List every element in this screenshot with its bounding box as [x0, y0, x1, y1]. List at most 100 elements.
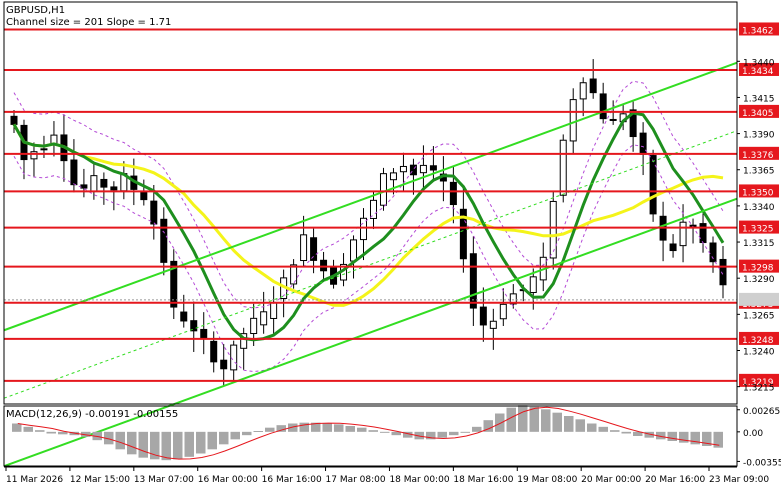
macd-histogram-bar — [644, 431, 654, 438]
candle-body — [679, 221, 687, 247]
macd-histogram-bar — [12, 423, 22, 432]
candle-body — [90, 175, 98, 192]
candle-body — [399, 165, 407, 173]
candle-body — [379, 173, 387, 206]
candle-body — [529, 276, 537, 294]
macd-histogram-bar — [334, 424, 344, 432]
candle-body — [80, 184, 88, 189]
macd-histogram-bar — [449, 431, 459, 436]
candle-body — [419, 164, 427, 174]
macd-histogram-bar — [610, 430, 620, 432]
level-price-tag — [739, 259, 779, 273]
candle-body — [669, 243, 677, 252]
macd-signal-line — [17, 406, 720, 460]
candle-body — [230, 344, 238, 371]
candle-body — [579, 82, 587, 100]
macd-histogram-bar — [713, 431, 723, 448]
candle-body — [609, 118, 617, 121]
candle-body — [360, 217, 368, 241]
x-tick-label: 16 Mar 16:00 — [262, 475, 322, 485]
candle-body — [160, 218, 168, 263]
x-tick-label: 19 Mar 08:00 — [517, 475, 577, 485]
level-price-tag — [739, 62, 779, 76]
channel-upper — [3, 61, 738, 332]
macd-histogram-bar — [23, 426, 33, 432]
candle-body — [369, 199, 377, 219]
macd-histogram-bar — [115, 431, 125, 450]
macd-histogram-bar — [541, 409, 551, 432]
candle-body — [569, 99, 577, 142]
macd-histogram-bar — [299, 422, 309, 432]
x-tick-label: 23 Mar 09:00 — [709, 475, 769, 485]
macd-histogram-bar — [495, 413, 505, 432]
candle-body — [30, 151, 38, 160]
candle-body — [310, 237, 318, 261]
candle-body — [409, 164, 417, 176]
current-price-tag — [739, 292, 779, 306]
candle-body — [449, 181, 457, 206]
level-price-label: 1.3298 — [742, 264, 774, 274]
macd-histogram-bar — [679, 431, 689, 443]
candle-body — [250, 317, 258, 335]
macd-histogram-bar — [150, 431, 160, 460]
macd-y-tick-label: -0.00355 — [743, 458, 781, 468]
y-tick-label: 1.3290 — [743, 275, 775, 285]
macd-histogram-bar — [253, 431, 263, 432]
ma-green-line — [12, 111, 725, 342]
macd-histogram-bar — [564, 416, 574, 432]
macd-histogram-bar — [518, 405, 528, 432]
x-tick-label: 16 Mar 00:00 — [198, 475, 258, 485]
macd-histogram-bar — [161, 431, 171, 461]
macd-histogram-bar — [196, 431, 206, 454]
candle-body — [629, 109, 637, 138]
macd-histogram-bar — [322, 423, 332, 432]
candle-body — [389, 172, 397, 181]
level-price-label: 1.3350 — [742, 188, 774, 198]
channel-lower — [3, 197, 738, 468]
macd-y-tick-label: 0.00 — [743, 429, 763, 439]
macd-histogram-bar — [437, 431, 447, 438]
macd-histogram-bar — [587, 423, 597, 432]
y-tick-label: 1.3240 — [743, 347, 775, 357]
y-tick-label: 1.3315 — [743, 239, 775, 249]
y-tick-label: 1.3265 — [743, 311, 775, 321]
candle-body — [110, 186, 118, 191]
x-tick-label: 18 Mar 00:00 — [389, 475, 449, 485]
level-price-tag — [739, 146, 779, 160]
candle-body — [639, 132, 647, 155]
macd-histogram-bar — [265, 427, 275, 432]
macd-histogram-bar — [391, 431, 401, 436]
macd-histogram-bar — [357, 427, 367, 432]
level-price-tag — [739, 22, 779, 36]
level-price-tag — [739, 104, 779, 118]
candle-body — [70, 159, 78, 186]
macd-histogram-bar — [380, 431, 390, 433]
candle-body — [459, 208, 467, 260]
candle-body — [290, 264, 298, 285]
level-price-label: 1.3325 — [742, 225, 774, 235]
macd-histogram-bar — [58, 431, 68, 435]
level-price-label: 1.3376 — [742, 151, 774, 161]
level-price-label: 1.3219 — [742, 378, 774, 388]
x-tick-label: 12 Mar 15:00 — [70, 475, 130, 485]
macd-histogram-bar — [460, 431, 470, 433]
candle-body — [350, 239, 358, 262]
level-price-tag — [739, 184, 779, 198]
x-tick-label: 13 Mar 07:00 — [134, 475, 194, 485]
macd-histogram-bar — [633, 431, 643, 436]
macd-histogram-bar — [35, 430, 45, 432]
x-tick-label: 11 Mar 2026 — [6, 475, 63, 485]
candle-body — [559, 139, 567, 196]
level-price-label: 1.3462 — [742, 26, 774, 36]
macd-panel — [12, 405, 723, 461]
macd-histogram-bar — [529, 406, 539, 432]
candle-body — [709, 242, 717, 263]
macd-histogram-bar — [667, 431, 677, 441]
macd-histogram-bar — [702, 431, 712, 446]
candle-body — [270, 302, 278, 319]
macd-histogram-bar — [506, 407, 516, 432]
level-price-tag — [739, 331, 779, 345]
y-tick-label: 1.3365 — [743, 167, 775, 177]
macd-frame — [3, 405, 738, 467]
